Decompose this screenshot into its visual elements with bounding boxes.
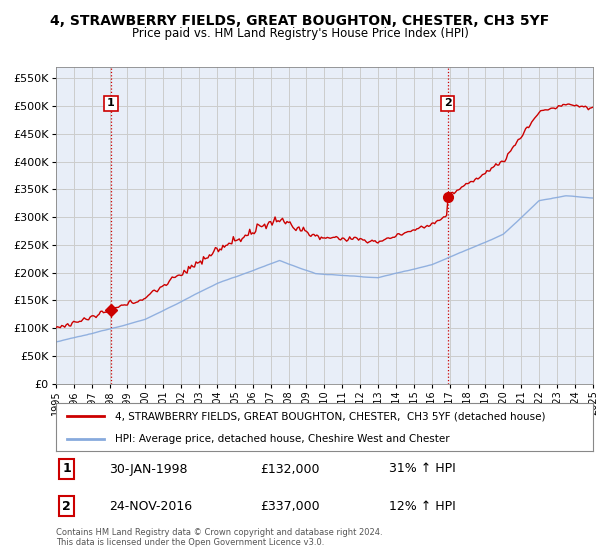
Text: 24-NOV-2016: 24-NOV-2016 [110, 500, 193, 512]
Text: 31% ↑ HPI: 31% ↑ HPI [389, 463, 455, 475]
Text: 2: 2 [444, 99, 452, 108]
Text: HPI: Average price, detached house, Cheshire West and Chester: HPI: Average price, detached house, Ches… [115, 434, 449, 444]
Text: Contains HM Land Registry data © Crown copyright and database right 2024.
This d: Contains HM Land Registry data © Crown c… [56, 528, 382, 547]
Text: 4, STRAWBERRY FIELDS, GREAT BOUGHTON, CHESTER,  CH3 5YF (detached house): 4, STRAWBERRY FIELDS, GREAT BOUGHTON, CH… [115, 411, 545, 421]
Text: 12% ↑ HPI: 12% ↑ HPI [389, 500, 455, 512]
Text: Price paid vs. HM Land Registry's House Price Index (HPI): Price paid vs. HM Land Registry's House … [131, 27, 469, 40]
Text: 1: 1 [107, 99, 115, 108]
Text: 1: 1 [62, 463, 71, 475]
Text: £132,000: £132,000 [260, 463, 319, 475]
Text: 30-JAN-1998: 30-JAN-1998 [110, 463, 188, 475]
Text: 2: 2 [62, 500, 71, 512]
Text: 4, STRAWBERRY FIELDS, GREAT BOUGHTON, CHESTER, CH3 5YF: 4, STRAWBERRY FIELDS, GREAT BOUGHTON, CH… [50, 14, 550, 28]
Text: £337,000: £337,000 [260, 500, 319, 512]
